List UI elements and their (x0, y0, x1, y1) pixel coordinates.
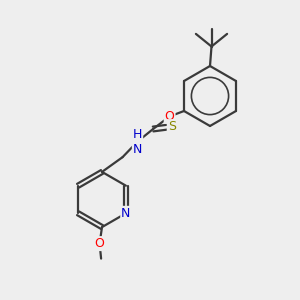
Text: O: O (95, 237, 104, 250)
Text: N: N (121, 207, 130, 220)
Text: O: O (165, 110, 175, 123)
Text: S: S (168, 120, 176, 133)
Text: H
N: H N (133, 128, 142, 156)
